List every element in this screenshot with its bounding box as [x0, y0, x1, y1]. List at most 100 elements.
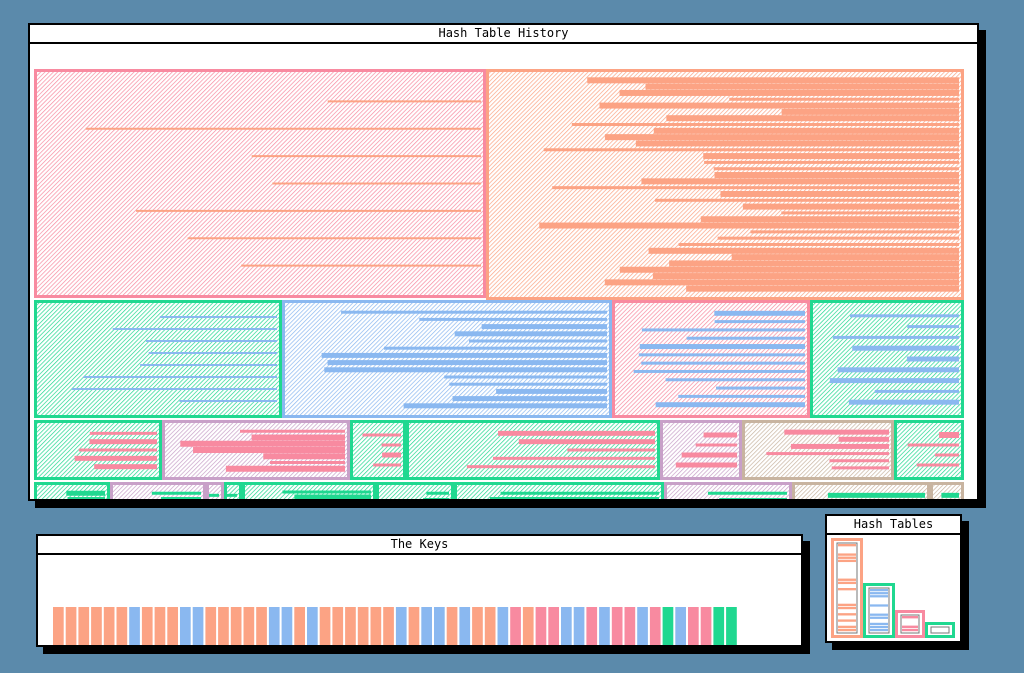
- history-bar: [85, 127, 481, 130]
- history-bar: [187, 237, 481, 240]
- history-block: [34, 420, 162, 480]
- key-cell: [256, 607, 267, 645]
- history-bar: [838, 436, 889, 442]
- history-bar: [766, 452, 889, 456]
- history-bar: [140, 364, 277, 366]
- hash-table-slot: [838, 544, 856, 547]
- history-block: [930, 482, 964, 499]
- history-block-frame: [894, 420, 964, 480]
- key-cell: [649, 607, 661, 645]
- key-cell: [307, 607, 318, 645]
- history-bar: [251, 434, 345, 441]
- key-cell: [103, 607, 115, 645]
- key-cell: [637, 607, 648, 645]
- history-bar: [719, 498, 787, 499]
- history-bar: [941, 492, 959, 498]
- history-bar: [707, 491, 787, 495]
- history-block: [810, 300, 964, 418]
- history-block-frame: [34, 300, 282, 418]
- hash-table-slot: [838, 559, 856, 563]
- key-cell: [599, 607, 610, 645]
- history-bar: [324, 367, 607, 373]
- hash-table: [863, 583, 895, 638]
- key-cell: [662, 607, 674, 645]
- history-bar: [850, 314, 959, 318]
- history-bar: [136, 209, 481, 212]
- key-cell: [281, 607, 293, 645]
- history-treemap: [34, 69, 964, 499]
- history-bar: [652, 273, 959, 280]
- history-bar: [241, 264, 481, 267]
- keys-window[interactable]: The Keys: [36, 534, 803, 647]
- hash-tables-bars: [831, 538, 955, 638]
- history-bar: [669, 260, 959, 267]
- hash-table-history-window[interactable]: Hash Table History: [28, 23, 979, 501]
- history-bar: [654, 198, 959, 202]
- history-bar: [653, 127, 959, 134]
- history-bar: [874, 389, 959, 393]
- key-cell: [230, 607, 242, 645]
- hash-table-slot: [870, 625, 888, 629]
- history-bar: [543, 148, 959, 152]
- hash-table-slot: [870, 589, 888, 592]
- hash-table-slot: [838, 625, 856, 629]
- history-bar: [678, 394, 805, 398]
- hash-tables-window[interactable]: Hash Tables: [825, 514, 962, 643]
- history-bar: [160, 497, 201, 499]
- key-cell: [78, 607, 90, 645]
- key-cell: [484, 607, 496, 645]
- hash-table-slot: [838, 553, 856, 556]
- history-bar: [681, 452, 737, 458]
- hash-table-slot: [838, 556, 856, 559]
- history-bar: [906, 356, 959, 362]
- hash-table-slot: [838, 588, 856, 591]
- history-bar: [750, 230, 959, 234]
- history-block-frame: [376, 482, 454, 499]
- key-cell: [586, 607, 598, 645]
- key-cell: [459, 607, 471, 645]
- keys-title: The Keys: [38, 536, 801, 555]
- history-bar: [89, 431, 157, 435]
- history-bar: [179, 400, 277, 402]
- hash-table-slot: [838, 628, 856, 632]
- history-bar: [686, 336, 805, 340]
- history-block: [34, 300, 282, 418]
- history-bar: [587, 77, 959, 84]
- history-bar: [742, 203, 959, 210]
- history-block: [162, 420, 350, 480]
- history-bar: [263, 453, 345, 460]
- history-bar: [714, 320, 805, 324]
- history-bar: [193, 447, 345, 453]
- history-bar: [665, 378, 805, 382]
- hash-table-slot: [902, 616, 918, 619]
- history-block-frame: [110, 482, 206, 499]
- history-bar: [716, 386, 805, 390]
- key-cell: [395, 607, 407, 645]
- key-cell: [383, 607, 394, 645]
- history-bar: [829, 378, 959, 384]
- history-block-frame: [664, 482, 792, 499]
- history-bar: [518, 439, 655, 445]
- history-bar: [686, 285, 959, 292]
- key-cell: [268, 607, 280, 645]
- history-bar: [341, 310, 607, 314]
- history-bar: [209, 493, 219, 497]
- key-cell: [535, 607, 547, 645]
- history-block: [406, 420, 660, 480]
- hash-table-buckets: [868, 587, 890, 634]
- hash-table: [831, 538, 863, 638]
- history-bar: [500, 491, 659, 495]
- hash-table-slot: [838, 619, 856, 622]
- hash-table-slot: [870, 592, 888, 595]
- key-cell: [611, 607, 623, 645]
- history-bar: [251, 155, 481, 158]
- key-cell: [205, 607, 217, 645]
- history-canvas: [30, 44, 977, 499]
- history-bar: [641, 178, 959, 185]
- key-cell: [624, 607, 636, 645]
- key-cell: [294, 607, 305, 645]
- history-bar: [717, 236, 959, 240]
- history-bar: [449, 382, 607, 386]
- hash-table-buckets: [900, 614, 920, 634]
- tables-canvas: [827, 535, 960, 641]
